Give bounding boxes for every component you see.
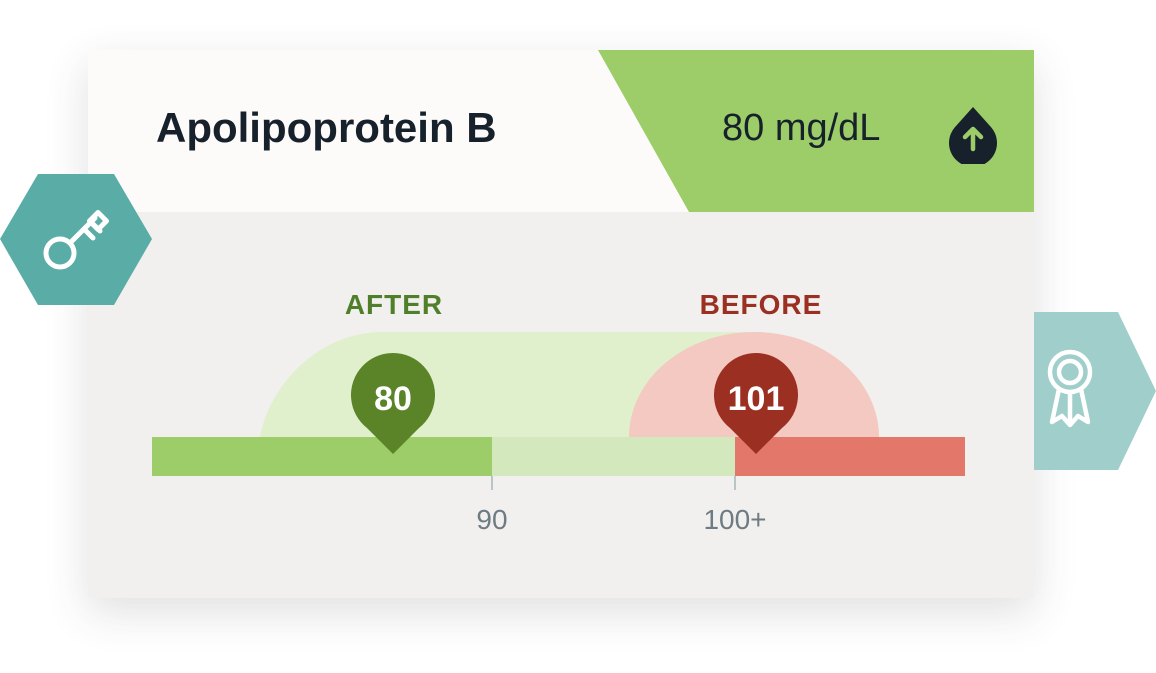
biomarker-card: Apolipoprotein B 80 mg/dL AFTER BEFORE 8… — [88, 50, 1034, 598]
award-badge — [1034, 312, 1156, 470]
after-marker-value: 80 — [374, 380, 412, 418]
key-icon — [43, 210, 109, 270]
tick-label-100: 100+ — [703, 504, 767, 535]
after-label: AFTER — [344, 289, 444, 320]
card-header: Apolipoprotein B 80 mg/dL — [88, 50, 1034, 212]
before-marker-value: 101 — [728, 380, 785, 418]
biomarker-title: Apolipoprotein B — [156, 104, 497, 151]
high-range-bar — [735, 437, 965, 476]
arrow-up-drop-icon — [949, 107, 997, 164]
tick-label-90: 90 — [476, 504, 508, 535]
borderline-range-bar — [492, 437, 735, 476]
range-gauge: 80 101 — [152, 332, 965, 490]
award-ribbon-icon — [1047, 349, 1093, 428]
optimal-range-bar — [152, 437, 492, 476]
before-label: BEFORE — [699, 289, 823, 320]
biomarker-value: 80 mg/dL — [722, 107, 881, 149]
before-marker: 101 — [714, 353, 798, 454]
key-badge — [0, 174, 152, 305]
after-marker: 80 — [351, 353, 435, 454]
